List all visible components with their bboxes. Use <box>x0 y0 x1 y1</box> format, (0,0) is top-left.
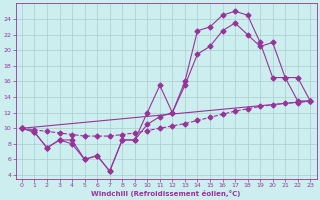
X-axis label: Windchill (Refroidissement éolien,°C): Windchill (Refroidissement éolien,°C) <box>92 190 241 197</box>
